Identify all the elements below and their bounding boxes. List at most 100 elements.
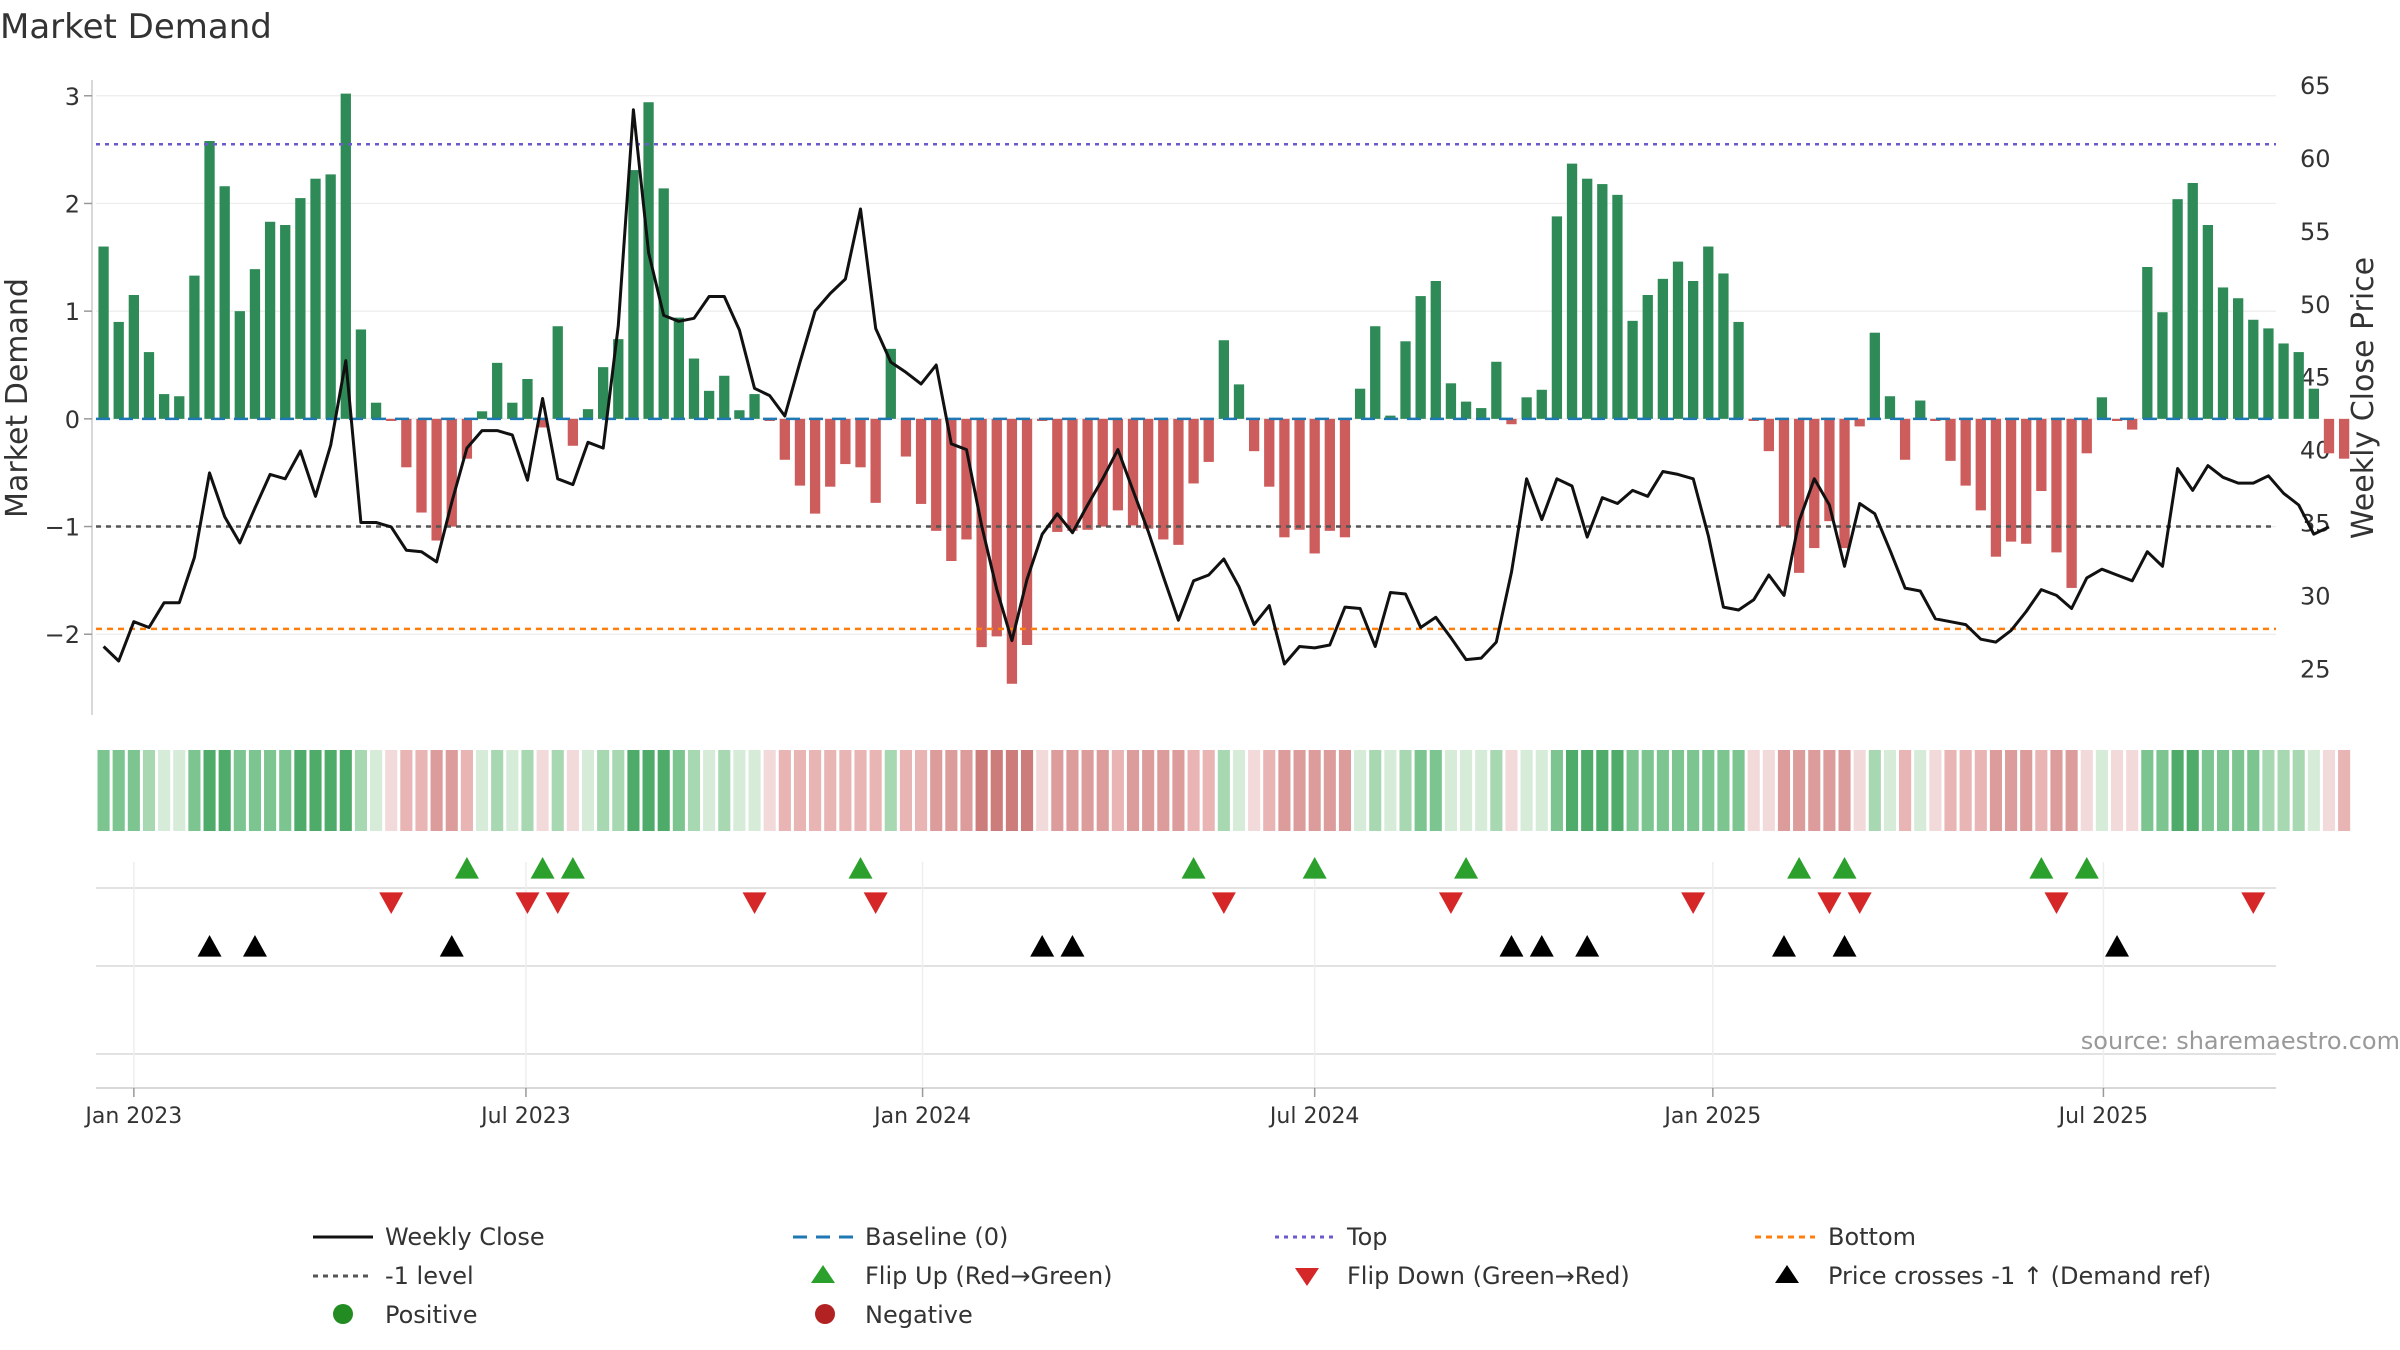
demand-bar [1476,408,1487,419]
heat-cell [718,750,731,831]
demand-bar [1264,418,1275,487]
heat-cell [809,750,822,831]
demand-bar [2066,418,2077,588]
y-axis-right-label: Weekly Close Price [2346,257,2381,539]
demand-bar [264,221,276,419]
flip-down-marker [1847,892,1872,914]
y-tick-label-right: 55 [2300,218,2331,246]
heat-cell [915,750,928,831]
heat-cell [2292,750,2305,831]
demand-bar [355,329,367,419]
heat-cell [1081,750,1094,831]
demand-bar [1642,295,1653,419]
heat-cell [1096,750,1109,831]
legend-baseline: Baseline (0) [793,1223,1008,1251]
heat-cell [1747,750,1760,831]
demand-bar [1491,361,1502,419]
heat-cell [1278,750,1291,831]
heat-cell [627,750,640,831]
demand-bar [1097,418,1108,527]
demand-bar [749,394,760,419]
legend-negative: Negative [815,1301,973,1329]
heat-cell [1641,750,1654,831]
demand-bar [1930,418,1941,421]
heat-cell [142,750,156,831]
heat-cell [370,750,383,831]
svg-text:Top: Top [1346,1223,1388,1251]
legend-flip-down: Flip Down (Green→Red) [1295,1262,1630,1290]
heat-cell [2110,750,2124,831]
demand-bar [1612,194,1623,419]
price-cross-marker [1499,935,1524,957]
y-tick-label-left: −1 [45,514,80,542]
demand-bar [719,375,730,419]
heat-cell [1777,750,1791,831]
heat-cell [1838,750,1851,831]
demand-bar [1778,418,1790,527]
demand-bar [2111,418,2123,421]
demand-bar [1385,415,1396,419]
demand-bar [1582,178,1593,419]
demand-bar [567,418,579,446]
demand-bar [1521,397,1532,419]
x-tick-label: Jul 2025 [2057,1104,2149,1129]
demand-bar [885,348,896,419]
heat-cell [1051,750,1064,831]
demand-bar [1052,418,1063,532]
heat-cell [309,750,322,831]
demand-bar [1339,418,1351,538]
flip-down-marker [2044,892,2069,914]
demand-bar [1688,281,1699,419]
demand-bar [476,411,488,419]
y-tick-label-right: 25 [2300,655,2331,683]
heat-cell [2020,750,2033,831]
svg-text:Price crosses -1 ↑ (Demand ref: Price crosses -1 ↑ (Demand ref) [1828,1262,2211,1290]
demand-bar [1112,418,1124,511]
heat-cell [1172,750,1185,831]
heat-cell [2171,750,2184,831]
heat-cell [945,750,958,831]
demand-bar [1370,326,1381,419]
y-tick-label-left: 3 [65,83,80,111]
y-axis-left-label: Market Demand [0,278,35,518]
demand-bar [1309,418,1320,554]
price-cross-marker [439,935,464,957]
heat-cell [1808,750,1821,831]
demand-bar [1173,418,1184,545]
demand-bar [219,186,230,419]
heat-cell [990,750,1003,831]
price-cross-marker [1575,935,1600,957]
flip-up-marker [454,857,479,879]
heat-cell [1429,750,1442,831]
demand-bar [1854,418,1865,427]
y-tick-label-right: 30 [2300,582,2331,610]
demand-bar [1021,418,1033,645]
demand-bar [1248,418,1260,452]
heat-cell [354,750,367,831]
heat-cell [1005,750,1018,831]
demand-bar [900,418,912,457]
heat-cell [1217,750,1230,831]
demand-bar [204,141,215,419]
demand-bar [1566,163,1578,419]
heat-cell [279,750,292,831]
heat-cell [1702,750,1715,831]
heat-cell [112,750,125,831]
heat-cell [2050,750,2063,831]
heat-cell [1444,750,1457,831]
heat-cell [339,750,352,831]
left-y-axis: 3 2 1 0 −1 −2 [45,80,93,715]
heat-cell [2201,750,2214,831]
demand-bar [98,246,109,419]
heat-cell [1581,750,1594,831]
demand-bar [825,418,836,487]
heat-cell [597,750,610,831]
demand-bar [1006,418,1018,684]
flip-down-marker [379,892,404,914]
demand-bar [1869,332,1880,419]
heat-cell [1944,750,1957,831]
heat-cell [1687,750,1700,831]
demand-bar [1945,418,1956,461]
heat-cell [1959,750,1972,831]
